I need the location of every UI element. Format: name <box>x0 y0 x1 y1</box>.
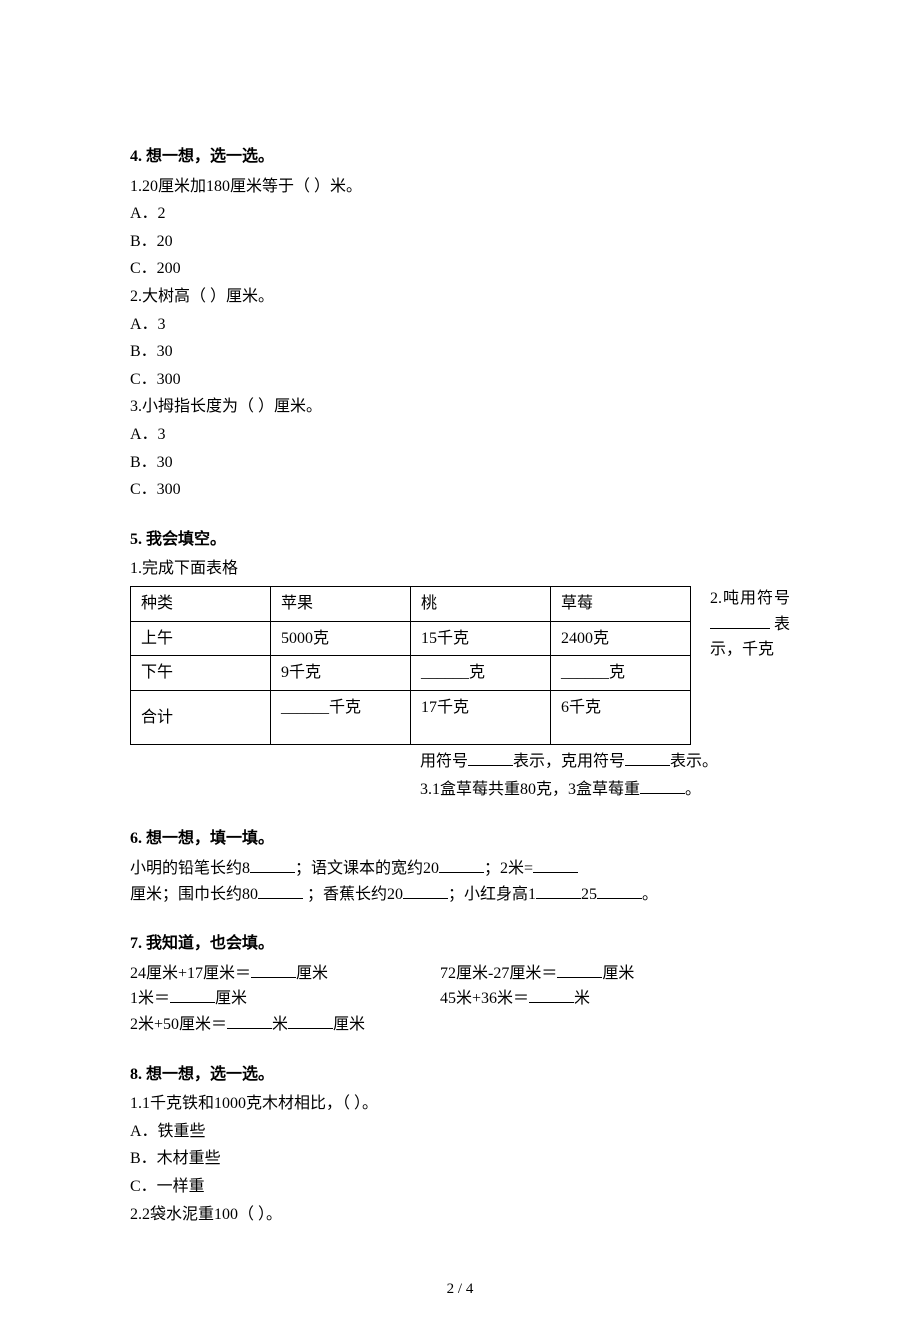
q5-title: 5. 我会填空。 <box>130 527 790 553</box>
q5-side-text: 2.吨用符号表示，千克 <box>710 586 790 663</box>
table-cell: 9千克 <box>271 656 411 691</box>
q8-1-a: A．铁重些 <box>130 1119 790 1145</box>
table-cell: 种类 <box>131 586 271 621</box>
q4-1-b: B．20 <box>130 229 790 255</box>
q4-1-c: C．200 <box>130 256 790 282</box>
q7-r1: 72厘米-27厘米＝厘米 <box>440 961 750 987</box>
q4-2-a: A．3 <box>130 312 790 338</box>
q7-grid: 24厘米+17厘米＝厘米 72厘米-27厘米＝厘米 1米＝厘米 45米+36米＝… <box>130 961 790 1038</box>
q6-title: 6. 想一想，填一填。 <box>130 826 790 852</box>
q5-line1: 1.完成下面表格 <box>130 556 790 582</box>
table-cell: 草莓 <box>551 586 691 621</box>
table-cell: 6千克 <box>551 690 691 745</box>
q7-r2: 45米+36米＝米 <box>440 986 750 1012</box>
table-cell: ______千克 <box>271 690 411 745</box>
q4-2-c: C．300 <box>130 367 790 393</box>
table-cell: 2400克 <box>551 621 691 656</box>
q7-l1: 24厘米+17厘米＝厘米 <box>130 961 440 987</box>
q5-table-wrap: 种类 苹果 桃 草莓 上午 5000克 15千克 2400克 下午 9千克 __… <box>130 586 790 745</box>
q6-line2: 厘米；围巾长约80 ；香蕉长约20；小红身高125。 <box>130 882 790 908</box>
q4-3-a: A．3 <box>130 422 790 448</box>
q5-table: 种类 苹果 桃 草莓 上午 5000克 15千克 2400克 下午 9千克 __… <box>130 586 691 745</box>
q4-sub1: 1.20厘米加180厘米等于（ ）米。 <box>130 174 790 200</box>
q4-title: 4. 想一想，选一选。 <box>130 144 790 170</box>
table-row: 上午 5000克 15千克 2400克 <box>131 621 691 656</box>
q7-title: 7. 我知道，也会填。 <box>130 931 790 957</box>
table-row: 合计 ______千克 17千克 6千克 <box>131 690 691 745</box>
q4-2-b: B．30 <box>130 339 790 365</box>
table-cell: 下午 <box>131 656 271 691</box>
q4-1-a: A．2 <box>130 201 790 227</box>
q6-line1: 小明的铅笔长约8；语文课本的宽约20；2米= <box>130 856 790 882</box>
table-cell: 桃 <box>411 586 551 621</box>
q7-l2: 1米＝厘米 <box>130 986 440 1012</box>
table-cell: 苹果 <box>271 586 411 621</box>
page-footer: 2 / 4 <box>130 1277 790 1301</box>
table-cell: 15千克 <box>411 621 551 656</box>
table-row: 下午 9千克 ______克 ______克 <box>131 656 691 691</box>
q4-3-b: B．30 <box>130 450 790 476</box>
table-row: 种类 苹果 桃 草莓 <box>131 586 691 621</box>
table-cell: 17千克 <box>411 690 551 745</box>
q4-3-c: C．300 <box>130 477 790 503</box>
table-cell: 5000克 <box>271 621 411 656</box>
q7-l3: 2米+50厘米＝米厘米 <box>130 1012 750 1038</box>
table-cell: 合计 <box>131 690 271 745</box>
q8-title: 8. 想一想，选一选。 <box>130 1062 790 1088</box>
table-cell: 上午 <box>131 621 271 656</box>
q8-1-c: C．一样重 <box>130 1174 790 1200</box>
q5-tail-2: 3.1盒草莓共重80克，3盒草莓重。 <box>420 777 790 803</box>
q4-sub3: 3.小拇指长度为（ ）厘米。 <box>130 394 790 420</box>
table-cell: ______克 <box>551 656 691 691</box>
table-cell: ______克 <box>411 656 551 691</box>
q8-1-b: B．木材重些 <box>130 1146 790 1172</box>
q5-tail-1: 用符号表示，克用符号表示。 <box>420 749 790 775</box>
q8-sub1: 1.1千克铁和1000克木材相比，（ ）。 <box>130 1091 790 1117</box>
q4-sub2: 2.大树高（ ）厘米。 <box>130 284 790 310</box>
q8-sub2: 2.2袋水泥重100（ ）。 <box>130 1202 790 1228</box>
